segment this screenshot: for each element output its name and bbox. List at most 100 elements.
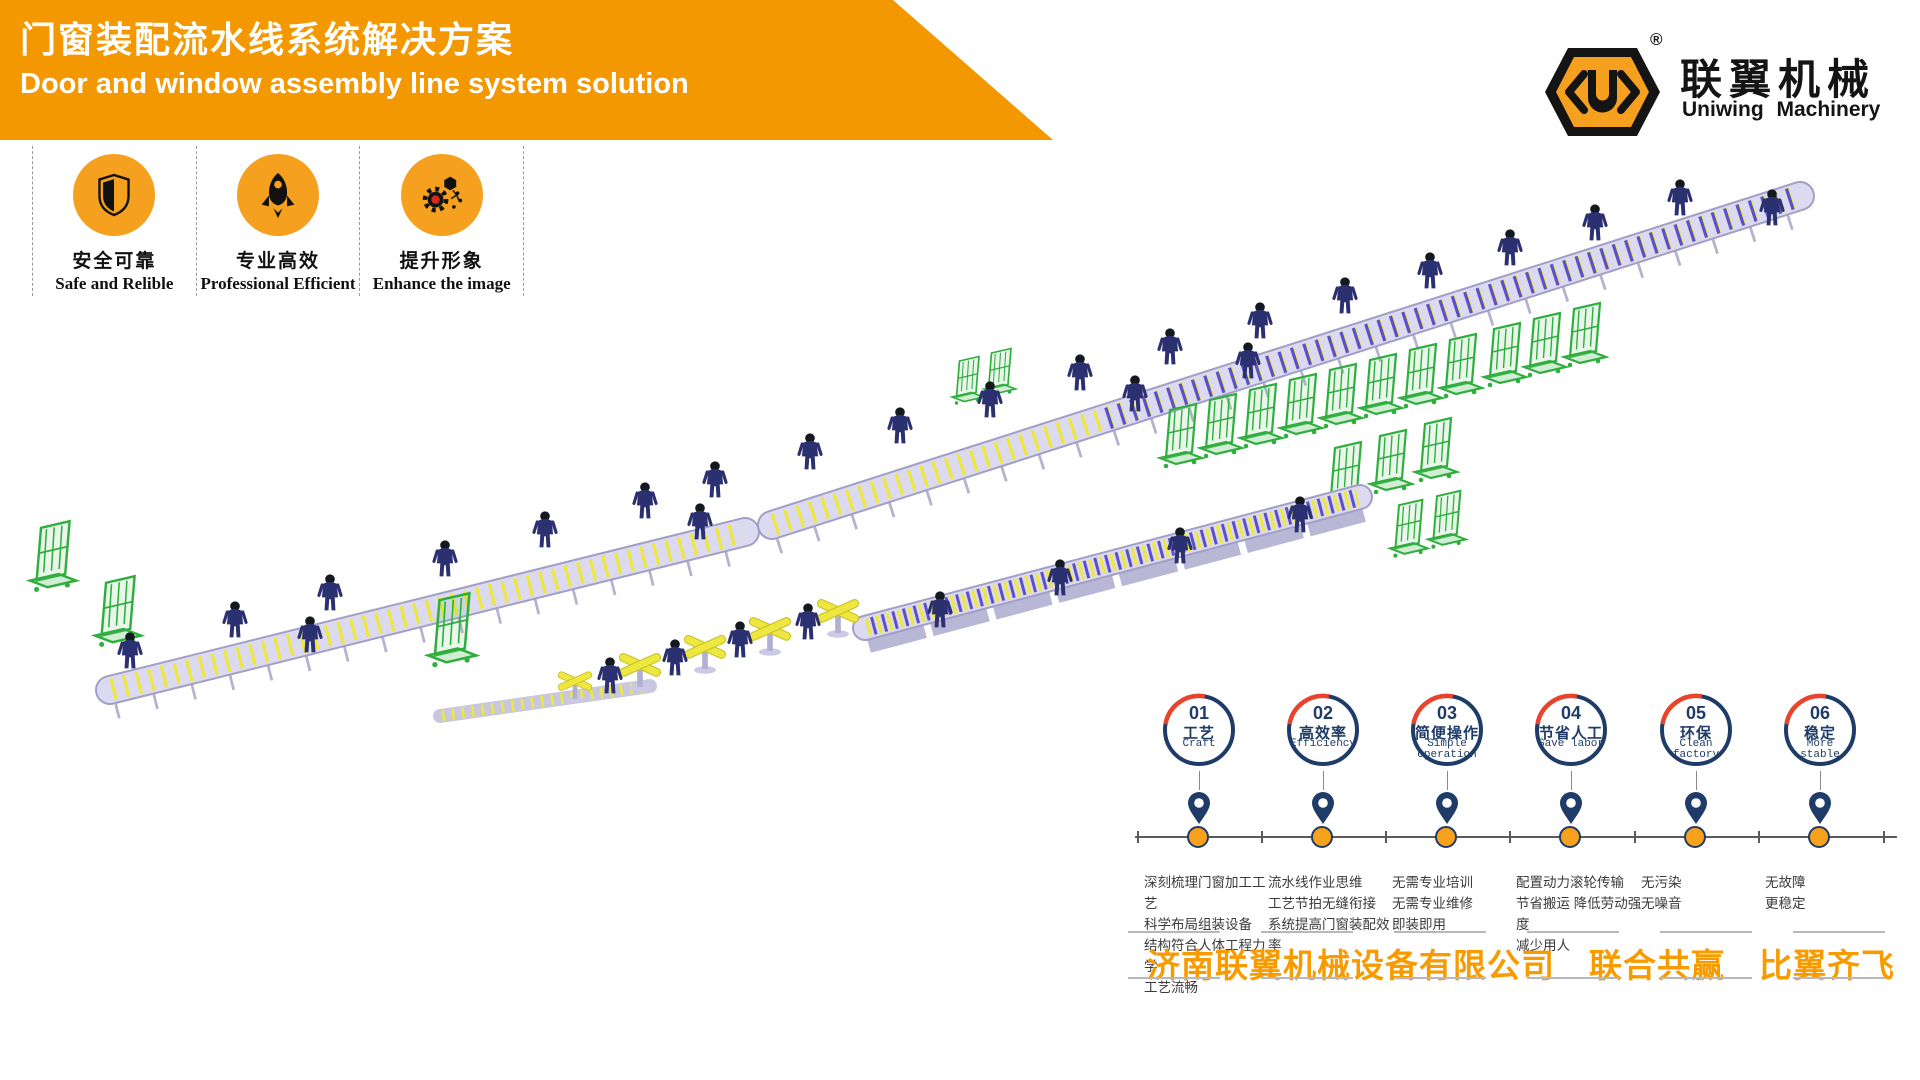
timeline-tick — [1261, 831, 1263, 843]
timeline-label-zh: 高效率 — [1298, 725, 1347, 742]
badge-icon-circle — [400, 154, 483, 236]
page-title: 门窗装配流水线系统解决方案 — [20, 19, 515, 60]
timeline-item-03: 03 简便操作 Simple operation — [1399, 690, 1495, 860]
page-subtitle: Door and window assembly line system sol… — [20, 68, 689, 100]
badge-icon-circle — [237, 154, 319, 236]
timeline-item-05: 05 环保 Clean factory — [1648, 690, 1744, 860]
badge-professional: 专业高效 Professional Efficient — [195, 146, 360, 296]
badge-label-zh: 提升形象 — [399, 251, 484, 272]
divider-row-bottom — [1128, 977, 1888, 979]
timeline-description-02: 流水线作业思维 工艺节拍无缝衔接 系统提高门窗装配效率 — [1268, 875, 1390, 953]
timeline-dot — [1559, 826, 1581, 848]
timeline-label-en: Simple operation — [1417, 738, 1477, 761]
timeline-description-03: 无需专业培训 无需专业维修 即装即用 — [1392, 875, 1473, 932]
timeline-description-06: 无故障 更稳定 — [1765, 875, 1806, 911]
timeline-tick — [1634, 831, 1636, 843]
timeline-ring — [1287, 693, 1359, 766]
timeline-item-04: 04 节省人工 Save labor — [1523, 690, 1619, 860]
timeline-label-en: Clean factory — [1672, 738, 1720, 761]
timeline-label-en: Craft — [1182, 738, 1216, 750]
badge-label-zh: 安全可靠 — [72, 251, 157, 272]
timeline-dot — [1311, 826, 1333, 848]
timeline-dot — [1684, 826, 1706, 848]
map-pin-icon — [1312, 792, 1334, 824]
timeline-tick — [1758, 831, 1760, 843]
timeline-description-05: 无污染 无噪音 — [1641, 875, 1682, 911]
badge-label-en: Enhance the image — [372, 274, 511, 293]
divider-segment — [1128, 977, 1220, 979]
timeline-dot — [1187, 826, 1209, 848]
divider-segment — [1394, 977, 1486, 979]
timeline-label-en: Save labor — [1537, 738, 1604, 750]
brand-logo: ® 联翼机械 Uniwing Machinery — [1540, 30, 1912, 146]
brand-name-zh: 联翼机械 — [1680, 56, 1877, 103]
divider-segment — [1261, 977, 1353, 979]
timeline-axis — [1135, 836, 1897, 838]
divider-segment — [1793, 977, 1885, 979]
divider-segment — [1527, 931, 1619, 933]
divider-segment — [1660, 977, 1752, 979]
timeline-tick — [1883, 831, 1885, 843]
timeline-stem — [1199, 771, 1200, 790]
badge-label-en: Safe and Relible — [55, 274, 174, 293]
timeline-ring — [1411, 693, 1483, 766]
divider-segment — [1527, 977, 1619, 979]
timeline-item-06: 06 稳定 More stable — [1772, 690, 1868, 860]
feature-badges: 安全可靠 Safe and Relible 专业高效 Professional … — [32, 146, 525, 296]
map-pin-icon — [1809, 792, 1831, 824]
timeline-label-zh: 稳定 — [1803, 725, 1836, 742]
timeline-dot — [1808, 826, 1830, 848]
timeline-item-02: 02 高效率 Efficiency — [1275, 690, 1371, 860]
divider-row-top — [1128, 931, 1888, 933]
banner: 门窗装配流水线系统解决方案 Door and window assembly l… — [0, 0, 1053, 140]
timeline-number: 02 — [1312, 703, 1334, 723]
map-pin-icon — [1188, 792, 1210, 824]
timeline: 01 工艺 Craft 02 高效率 Efficiency — [1128, 690, 1920, 1030]
hexagon-u-icon — [1545, 48, 1660, 136]
divider-segment — [1261, 931, 1353, 933]
map-pin-icon — [1560, 792, 1582, 824]
timeline-number: 05 — [1685, 703, 1707, 723]
timeline-label-zh: 工艺 — [1182, 725, 1215, 742]
timeline-description-04: 配置动力滚轮传输 节省搬运 降低劳动强度 减少用人 — [1516, 875, 1642, 953]
timeline-tick — [1137, 831, 1139, 843]
timeline-number: 01 — [1188, 703, 1210, 723]
rocket-icon — [261, 172, 295, 218]
badge-safe: 安全可靠 Safe and Relible — [32, 146, 196, 296]
timeline-ring — [1784, 693, 1856, 766]
timeline-label-en: Efficiency — [1289, 738, 1356, 750]
timeline-stem — [1323, 771, 1324, 790]
divider-segment — [1660, 931, 1752, 933]
timeline-stem — [1820, 771, 1821, 790]
timeline-dot — [1435, 826, 1457, 848]
badge-label-en: Professional Efficient — [200, 274, 356, 293]
timeline-stem — [1696, 771, 1697, 790]
timeline-tick — [1509, 831, 1511, 843]
map-pin-icon — [1436, 792, 1458, 824]
divider-segment — [1128, 931, 1220, 933]
timeline-label-zh: 节省人工 — [1538, 725, 1603, 742]
map-pin-icon — [1685, 792, 1707, 824]
timeline-item-01: 01 工艺 Craft — [1151, 690, 1247, 860]
divider-segment — [1394, 931, 1486, 933]
timeline-label-zh: 简便操作 — [1414, 725, 1479, 742]
timeline-label-zh: 环保 — [1679, 725, 1712, 742]
timeline-ring — [1535, 693, 1607, 766]
timeline-stem — [1571, 771, 1572, 790]
badge-icon-circle — [73, 154, 156, 236]
registered-mark: ® — [1650, 30, 1663, 49]
timeline-description-01: 深刻梳理门窗加工工艺 科学布局组装设备 结构符合人体工程力学 工艺流畅 — [1144, 875, 1266, 995]
divider-segment — [1793, 931, 1885, 933]
timeline-ring — [1163, 693, 1235, 766]
timeline-number: 06 — [1809, 703, 1831, 723]
timeline-number: 04 — [1560, 703, 1582, 723]
brand-name-en: Uniwing Machinery — [1682, 98, 1881, 121]
timeline-number: 03 — [1436, 703, 1458, 723]
badge-label-zh: 专业高效 — [236, 251, 321, 272]
gear-molecule-icon — [422, 176, 462, 213]
company-slogan: 济南联翼机械设备有限公司 联合共赢 比翼齐飞 — [1147, 947, 1895, 984]
timeline-label-en: More stable — [1800, 738, 1840, 761]
timeline-stem — [1447, 771, 1448, 790]
